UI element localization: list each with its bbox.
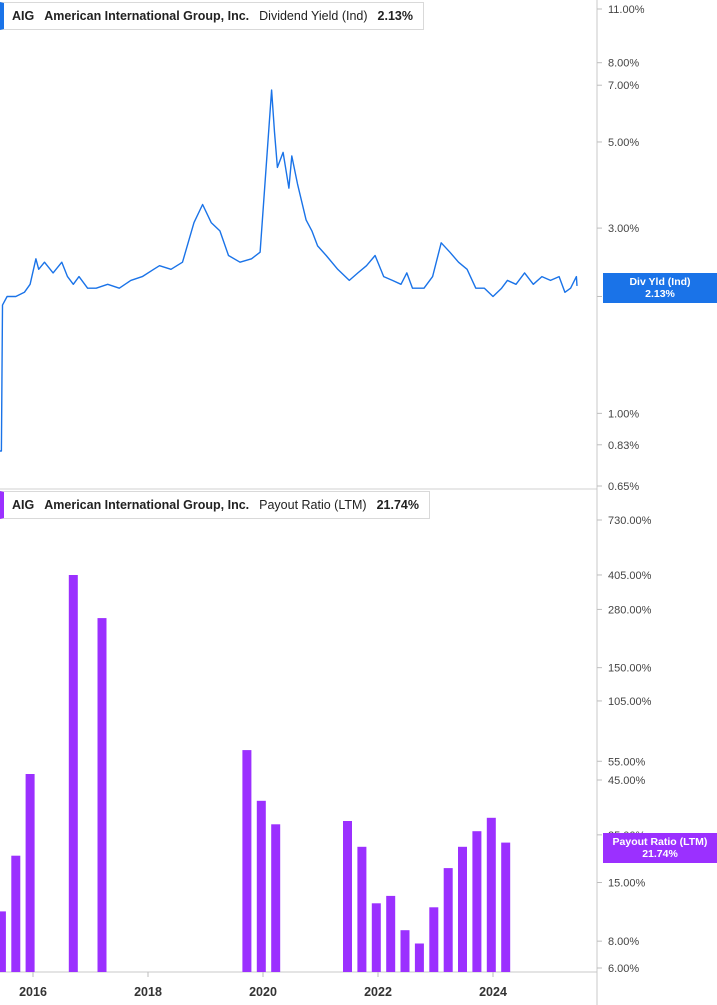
dividend-yield-value-tag: Div Yld (Ind) 2.13% [603,273,717,303]
yield-tick-label: 8.00% [608,58,639,70]
payout-tick-label: 6.00% [608,963,639,975]
payout-tick-label: 8.00% [608,936,639,948]
top-legend-ticker: AIG [12,9,35,23]
payout-tick-label: 150.00% [608,663,652,675]
x-tick-label: 2020 [249,985,277,999]
dividend-yield-line [0,89,578,452]
payout-ratio-bar [400,930,410,972]
bottom-legend-company: American International Group, Inc. [44,498,250,512]
payout-ratio-bar [343,821,352,972]
yield-tick-label: 7.00% [608,80,639,92]
payout-tick-label: 730.00% [608,515,652,527]
payout-tick-label: 45.00% [608,775,646,787]
yield-tick-label: 0.65% [608,481,639,493]
top-legend-value: 2.13% [377,9,413,23]
x-tick-label: 2016 [19,985,47,999]
payout-ratio-tag-label: Payout Ratio (LTM) [612,836,708,848]
yield-tick-label: 11.00% [608,4,645,16]
yield-tick-label: 5.00% [608,137,639,149]
payout-ratio-bar [386,895,396,972]
x-tick-label: 2018 [134,985,162,999]
payout-tick-label: 55.00% [608,756,646,768]
yield-tick-label: 1.00% [608,408,639,420]
payout-ratio-bar [25,774,35,972]
bottom-legend-metric: Payout Ratio (LTM) [259,498,367,512]
payout-ratio-bar [0,911,6,972]
bottom-legend-value: 21.74% [376,498,419,512]
payout-ratio-bar [443,868,453,972]
payout-ratio-bar [271,824,281,972]
payout-ratio-bar [429,907,439,972]
dividend-yield-tag-value: 2.13% [645,288,675,300]
payout-ratio-bar [472,831,482,972]
top-legend-company: American International Group, Inc. [44,9,250,23]
payout-tick-label: 15.00% [608,878,646,890]
payout-ratio-bar [11,855,21,972]
payout-ratio-bar [414,943,424,972]
payout-ratio-bar [97,618,107,972]
payout-ratio-bar [501,842,511,972]
yield-tick-label: 3.00% [608,223,639,235]
x-tick-label: 2022 [364,985,392,999]
payout-tick-label: 280.00% [608,604,652,616]
dividend-yield-tag-label: Div Yld (Ind) [629,276,691,288]
top-legend-metric: Dividend Yield (Ind) [259,9,368,23]
payout-ratio-bar [371,903,381,972]
payout-ratio-bar [256,800,266,972]
payout-ratio-tag-value: 21.74% [642,848,678,860]
payout-ratio-bar [486,817,496,972]
yield-tick-label: 0.83% [608,440,639,452]
bottom-legend-ticker: AIG [12,498,35,512]
payout-ratio-value-tag: Payout Ratio (LTM) 21.74% [603,833,717,863]
payout-tick-label: 105.00% [608,696,652,708]
payout-tick-label: 405.00% [608,570,652,582]
payout-ratio-bar [458,846,467,972]
payout-ratio-bar [357,846,367,972]
bottom-legend: AIG American International Group, Inc. P… [0,491,430,519]
top-legend: AIG American International Group, Inc. D… [0,2,424,30]
payout-ratio-bar [242,750,252,972]
x-tick-label: 2024 [479,985,507,999]
payout-ratio-bar [68,575,78,972]
